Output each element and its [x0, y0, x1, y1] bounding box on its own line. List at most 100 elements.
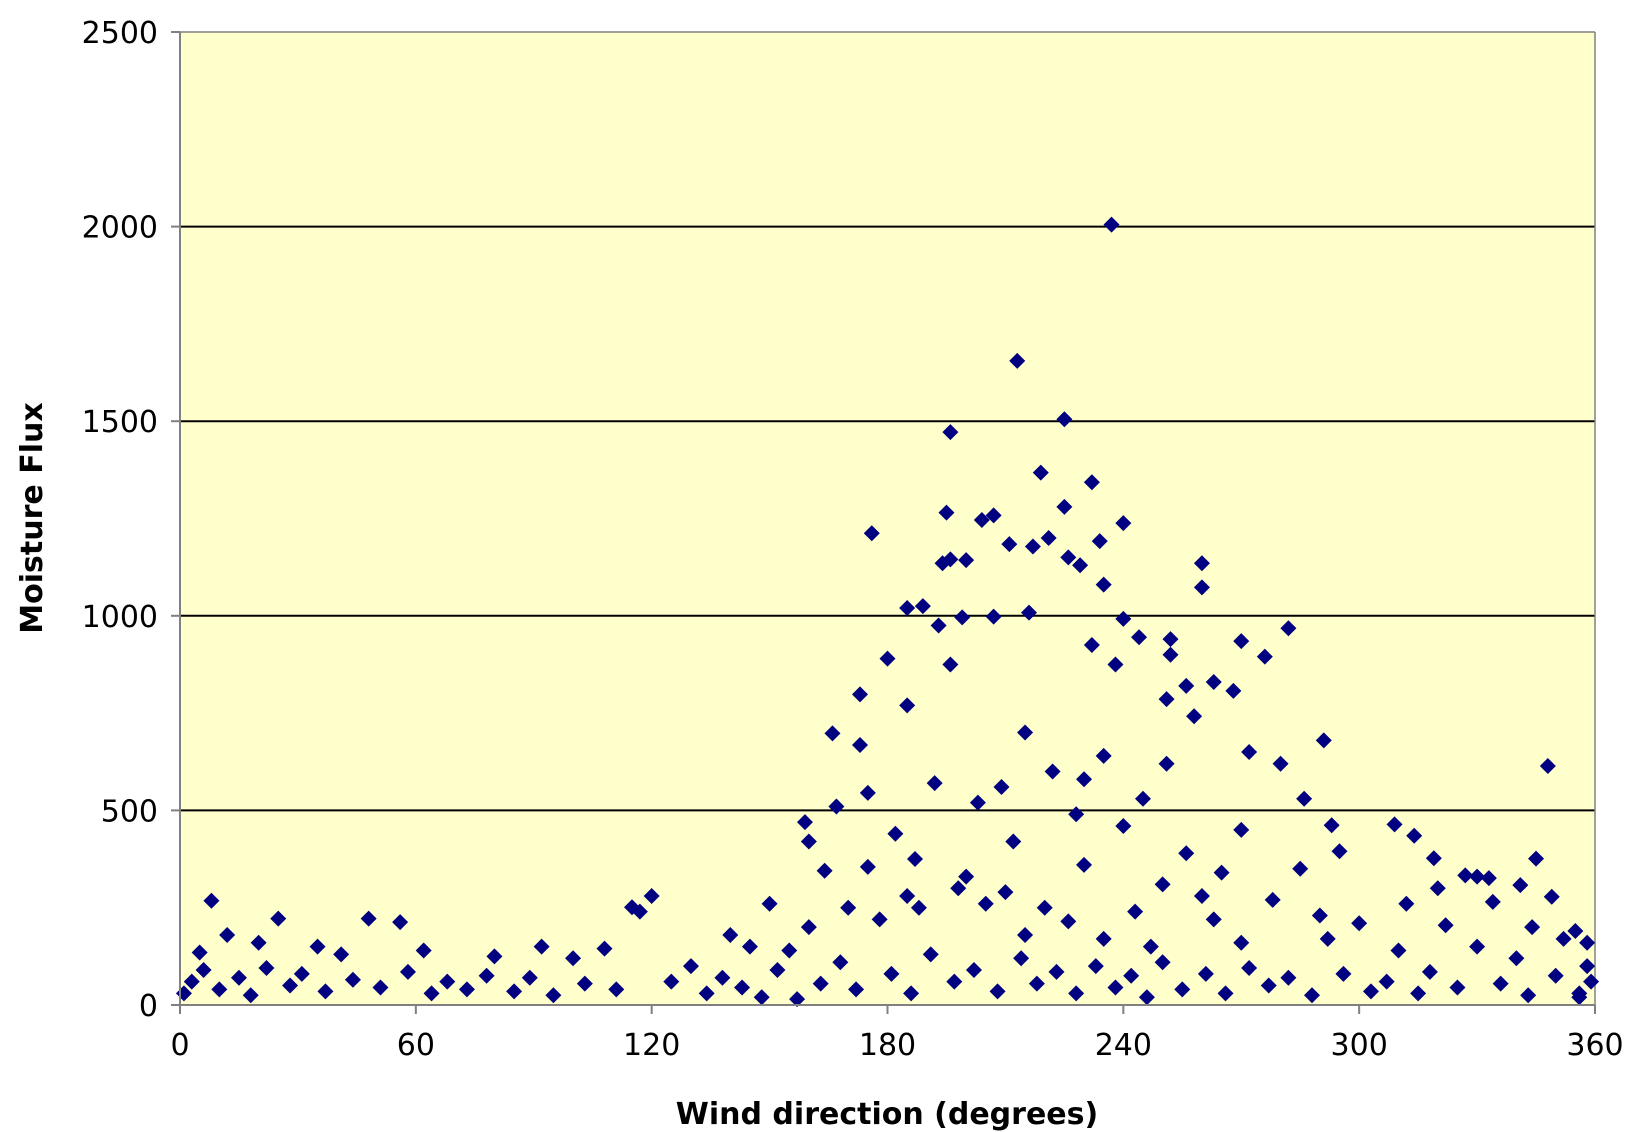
data-point [258, 960, 275, 977]
data-point [1009, 352, 1026, 369]
data-point [415, 942, 432, 959]
data-point [899, 888, 916, 905]
data-point [985, 608, 1002, 625]
data-point [1406, 827, 1423, 844]
data-point [1083, 474, 1100, 491]
data-point [1492, 975, 1509, 992]
data-point [950, 880, 967, 897]
data-point [1241, 744, 1258, 761]
data-point [1362, 983, 1379, 1000]
data-point [211, 981, 228, 998]
data-point [1457, 867, 1474, 884]
data-point [832, 954, 849, 971]
data-point [1311, 907, 1328, 924]
data-point [800, 833, 817, 850]
data-point [1331, 843, 1348, 860]
data-point [1335, 965, 1352, 982]
data-point [1193, 579, 1210, 596]
data-point [1193, 555, 1210, 572]
data-point [1001, 536, 1018, 553]
data-point [1178, 845, 1195, 862]
x-tick-label: 300 [1331, 1028, 1388, 1063]
data-point [333, 946, 350, 963]
data-point [1087, 958, 1104, 975]
data-point [761, 895, 778, 912]
y-tick-label: 1500 [82, 405, 158, 440]
data-point [1013, 950, 1030, 967]
data-point [722, 926, 739, 943]
data-point [997, 884, 1014, 901]
data-point [1158, 691, 1175, 708]
data-point [1142, 938, 1159, 955]
data-point [486, 948, 503, 965]
data-point [1040, 529, 1057, 546]
data-point [1068, 806, 1085, 823]
data-point [1512, 877, 1529, 894]
data-point [899, 697, 916, 714]
data-point [1241, 960, 1258, 977]
data-point [1304, 987, 1320, 1004]
data-point [985, 507, 1002, 524]
data-point [942, 424, 959, 441]
data-point [934, 555, 951, 572]
data-point [242, 987, 259, 1004]
x-tick-label: 0 [170, 1028, 189, 1063]
data-point [399, 963, 416, 980]
data-point [565, 950, 582, 967]
data-point [1323, 817, 1340, 834]
data-point [993, 779, 1010, 796]
data-point [1005, 833, 1022, 850]
x-tick-label: 360 [1566, 1028, 1623, 1063]
data-point [1225, 682, 1242, 699]
data-point [282, 977, 299, 994]
data-point [800, 919, 817, 936]
data-point [1280, 620, 1297, 637]
data-point [741, 938, 758, 955]
data-point [1319, 930, 1336, 947]
data-point [1193, 888, 1210, 905]
data-point [1107, 656, 1124, 673]
y-tick-label: 2500 [82, 16, 158, 51]
data-point [423, 985, 440, 1002]
data-point [1583, 973, 1600, 990]
data-point [899, 600, 916, 617]
data-point [1115, 515, 1132, 532]
axes [171, 31, 1596, 1014]
data-point [1162, 646, 1179, 663]
data-point [1480, 870, 1497, 887]
data-point [1056, 498, 1073, 515]
data-point [1555, 930, 1572, 947]
data-point [1048, 963, 1065, 980]
data-point [631, 903, 648, 920]
data-point [824, 725, 841, 742]
data-point [219, 926, 236, 943]
data-point [1579, 958, 1596, 975]
data-point [1296, 790, 1313, 807]
data-point [1579, 934, 1596, 951]
data-point [946, 973, 963, 990]
data-point [1036, 899, 1053, 916]
data-point [1484, 893, 1501, 910]
data-point [1127, 903, 1144, 920]
tick-labels: 0 500 1000 1500 2000 2500 0 60 120 180 240 300 360 [82, 16, 1624, 1063]
data-point [883, 965, 900, 982]
data-point [1233, 633, 1250, 650]
data-point [1107, 979, 1124, 996]
x-tick-label: 120 [623, 1028, 680, 1063]
data-point [1264, 891, 1281, 908]
data-point [344, 971, 361, 988]
data-point [1429, 880, 1446, 897]
data-point [879, 650, 896, 667]
data-point [1233, 821, 1250, 838]
data-point [851, 686, 868, 703]
data-point [1543, 888, 1560, 905]
data-point [1083, 636, 1100, 653]
data-point [1115, 817, 1132, 834]
data-point [203, 892, 220, 909]
data-point [1217, 985, 1234, 1002]
data-point [1378, 973, 1395, 990]
data-point [1154, 954, 1171, 971]
data-point [1205, 911, 1222, 928]
data-point [596, 940, 613, 957]
